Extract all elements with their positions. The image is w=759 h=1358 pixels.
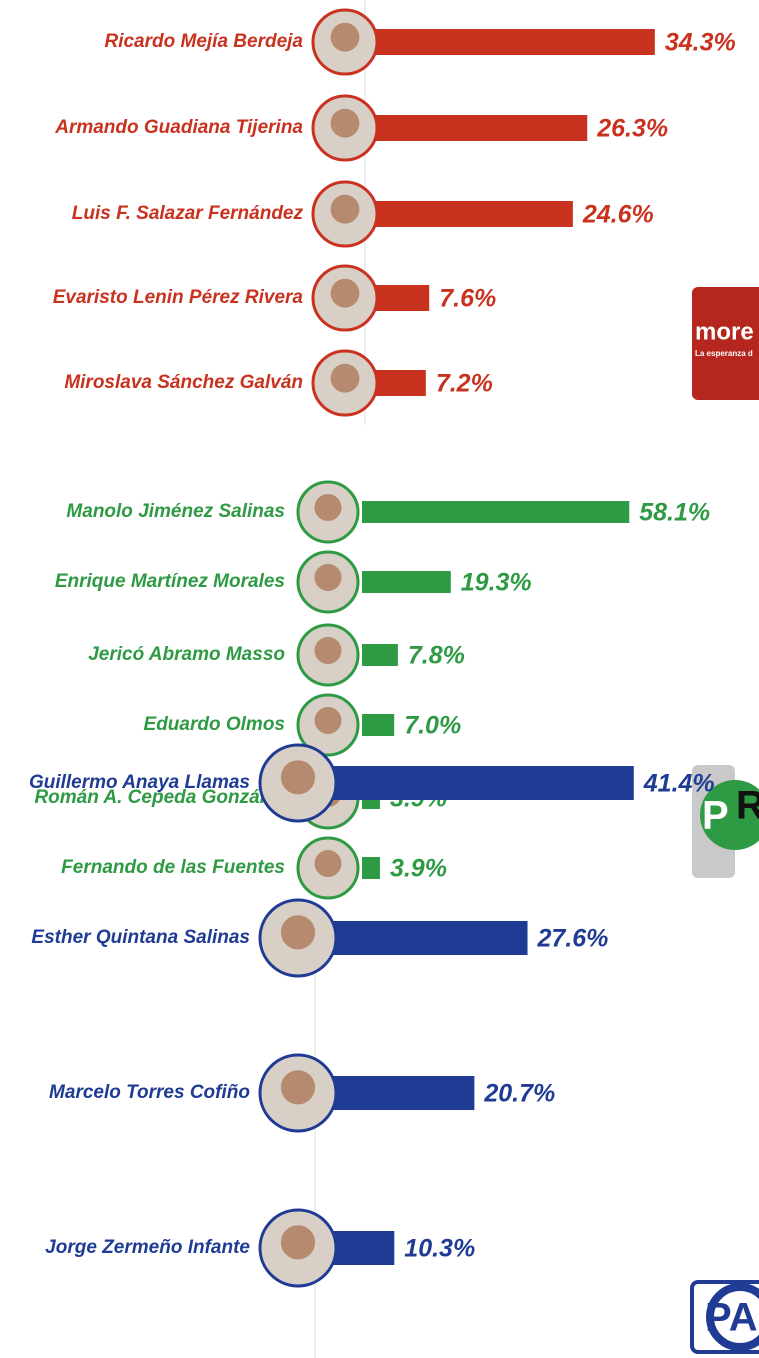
photo-face — [280, 760, 316, 795]
bar — [315, 1076, 475, 1110]
pan-logo — [690, 1280, 759, 1354]
value-label: 19.3% — [461, 569, 532, 597]
candidate-name: Ricardo Mejía Berdeja — [104, 31, 303, 52]
pri-logo-circle — [700, 780, 759, 850]
candidate-name: Esther Quintana Salinas — [31, 927, 250, 948]
photo-face — [280, 915, 316, 950]
candidate-name: Manolo Jiménez Salinas — [66, 501, 285, 522]
logo-text: more — [695, 318, 754, 345]
photo-face — [314, 494, 342, 521]
bar — [315, 921, 528, 955]
value-label: 24.6% — [582, 201, 654, 229]
photo-face — [280, 1070, 316, 1105]
candidate-name: Miroslava Sánchez Galván — [64, 372, 303, 393]
photo-face — [330, 194, 360, 224]
candidate-name: Eduardo Olmos — [144, 714, 285, 735]
bar — [362, 714, 395, 736]
bar — [362, 571, 451, 593]
photo-face — [330, 22, 360, 52]
logo-text: PA — [705, 1296, 758, 1340]
candidate-name: Marcelo Torres Cofiño — [49, 1082, 250, 1103]
candidate-name: Jericó Abramo Masso — [88, 644, 285, 665]
candidate-name: Luis F. Salazar Fernández — [72, 203, 304, 224]
value-label: 34.3% — [665, 29, 736, 57]
bar — [365, 115, 588, 141]
pan-logo-ring — [706, 1283, 759, 1351]
bar — [362, 501, 630, 523]
candidate-name: Enrique Martínez Morales — [55, 571, 285, 592]
photo-face — [280, 1225, 316, 1260]
value-label: 3.9% — [390, 855, 447, 883]
photo-face — [330, 363, 360, 393]
logo-text: P — [702, 794, 729, 838]
logo-text: La esperanza d — [695, 349, 753, 358]
bar — [365, 201, 573, 227]
photo-face — [314, 637, 342, 664]
bar — [365, 29, 655, 55]
bar — [362, 857, 380, 879]
value-label: 7.8% — [408, 642, 465, 670]
value-label: 26.3% — [596, 115, 668, 143]
candidate-name: Román A. Cepeda González — [34, 787, 285, 808]
morena-logo — [692, 287, 759, 400]
value-label: 7.6% — [439, 285, 496, 313]
value-label: 58.1% — [639, 499, 710, 527]
logo-text: R — [736, 784, 759, 828]
photo-face — [314, 850, 342, 877]
photo-face — [314, 707, 342, 734]
candidate-name: Jorge Zermeño Infante — [45, 1237, 250, 1258]
value-label: 10.3% — [404, 1235, 475, 1263]
candidate-name: Fernando de las Fuentes — [61, 857, 285, 878]
value-label: 7.0% — [404, 712, 461, 740]
value-label: 7.2% — [436, 370, 493, 398]
photo-face — [314, 564, 342, 591]
bar — [362, 644, 398, 666]
photo-face — [330, 278, 360, 308]
candidate-name: Armando Guadiana Tijerina — [54, 117, 303, 138]
value-label: 27.6% — [537, 925, 609, 953]
photo-face — [330, 108, 360, 138]
candidate-name: Evaristo Lenin Pérez Rivera — [53, 287, 304, 308]
bar — [315, 766, 634, 800]
candidate-name: Guillermo Anaya Llamas — [29, 772, 250, 793]
value-label: 41.4% — [643, 770, 715, 798]
value-label: 20.7% — [483, 1080, 555, 1108]
